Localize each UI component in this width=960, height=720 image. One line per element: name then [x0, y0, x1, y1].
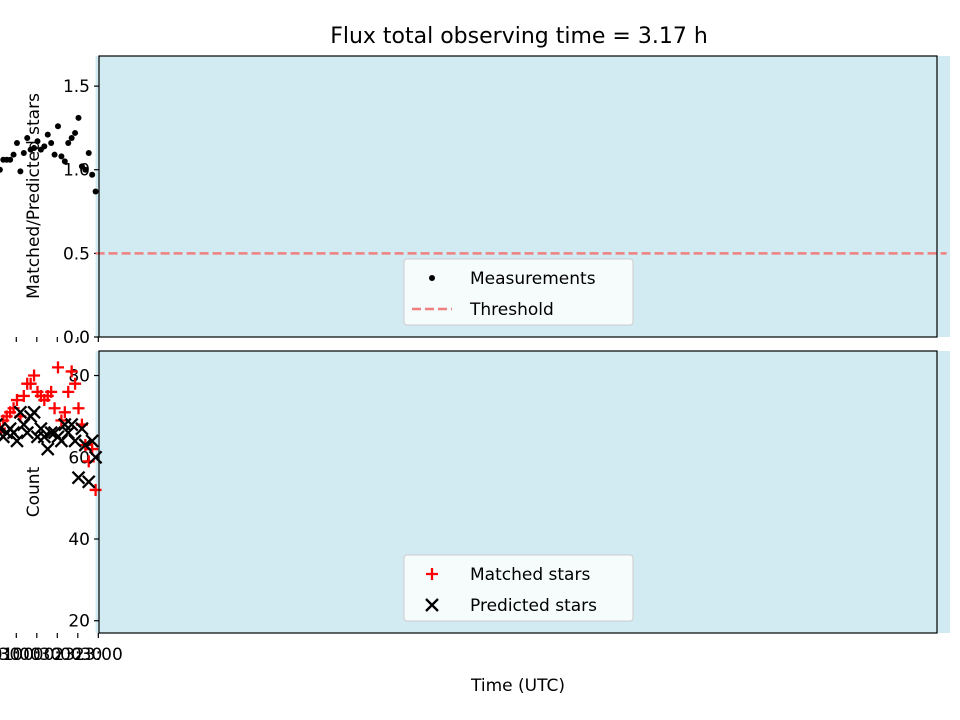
measurement-point [92, 188, 99, 195]
y-axis-label: Matched/Predicted stars [24, 93, 44, 299]
legend-marker-matched [426, 568, 438, 580]
predicted-point [10, 434, 24, 448]
legend-marker-predicted [425, 598, 439, 612]
measurement-point [20, 150, 27, 157]
measurement-point [17, 168, 24, 175]
measurement-point [0, 166, 3, 173]
x-tick-label: 23:00 [74, 645, 123, 665]
y-tick-label: 40 [68, 530, 90, 550]
y-tick-label: 0.0 [63, 328, 90, 348]
measurement-point [10, 151, 17, 158]
legend-box [403, 258, 634, 326]
y-tick-label: 20 [68, 612, 90, 632]
measurement-point [72, 129, 79, 136]
predicted-point [71, 470, 86, 485]
matched-point [58, 406, 71, 419]
measurement-point [85, 150, 92, 157]
x-tick-label: 01:30 [0, 645, 20, 665]
y-tick-label: 1.5 [63, 77, 90, 97]
predicted-point [0, 421, 7, 436]
legend-label: Measurements [470, 269, 596, 289]
predicted-point [81, 474, 96, 489]
predicted-point [85, 434, 99, 448]
matched-point [31, 385, 44, 398]
axes-frame [98, 55, 938, 338]
measurement-point [89, 171, 96, 178]
count-panel: 2040608023:0023:3000:0000:3001:0001:3002… [0, 350, 950, 696]
measurement-point [78, 163, 85, 170]
x-tick-label: 23:30 [53, 645, 102, 665]
axes-frame [98, 350, 938, 634]
measurement-point [75, 114, 82, 121]
x-axis-label: Time (UTC) [470, 676, 565, 696]
matched-point [28, 369, 41, 382]
measurement-point [54, 123, 61, 130]
legend-label: Matched stars [470, 565, 590, 585]
x-tick-label: 00:00 [33, 645, 82, 665]
measurement-point [27, 146, 34, 153]
matched-point [51, 361, 64, 374]
x-tick-label: 00:30 [12, 645, 61, 665]
measurement-point [13, 139, 20, 146]
predicted-point [44, 425, 58, 440]
measurement-point [58, 153, 65, 160]
predicted-point [16, 417, 31, 432]
predicted-point [30, 430, 45, 444]
y-tick-label: 0.5 [63, 244, 90, 264]
predicted-point [78, 438, 93, 452]
matched-point [48, 402, 61, 415]
measurement-point [44, 131, 51, 138]
measurement-point [68, 134, 75, 141]
matched-point [72, 402, 85, 415]
measurement-point [51, 151, 58, 158]
measurement-point [34, 138, 41, 145]
legend-marker-measurement [429, 275, 435, 281]
matched-point [21, 377, 34, 390]
y-axis-label: Count [24, 466, 44, 517]
matched-point [10, 394, 23, 407]
matched-point [69, 377, 82, 390]
measurement-point [48, 139, 55, 146]
measurement-point [65, 139, 72, 146]
figure-title: Flux total observing time = 3.17 h [330, 24, 708, 49]
predicted-point [0, 430, 11, 444]
measurement-point [0, 156, 7, 163]
measurement-point [24, 134, 31, 141]
predicted-point [13, 405, 28, 420]
legend-box [403, 554, 634, 622]
measurement-point [61, 158, 68, 165]
predicted-point [40, 442, 55, 456]
predicted-point [75, 421, 89, 436]
legend-label: Predicted stars [470, 596, 597, 616]
matched-point [65, 365, 78, 378]
x-tick-label: 01:00 [0, 645, 41, 665]
predicted-point [34, 421, 48, 436]
predicted-point [58, 417, 72, 432]
matched-point [62, 385, 75, 398]
y-tick-label: 60 [68, 448, 90, 468]
predicted-point [0, 417, 4, 432]
predicted-point [47, 425, 62, 440]
legend-label: Threshold [469, 300, 554, 320]
measurement-point [37, 146, 44, 153]
matched-point [17, 389, 30, 402]
predicted-point [20, 425, 35, 440]
